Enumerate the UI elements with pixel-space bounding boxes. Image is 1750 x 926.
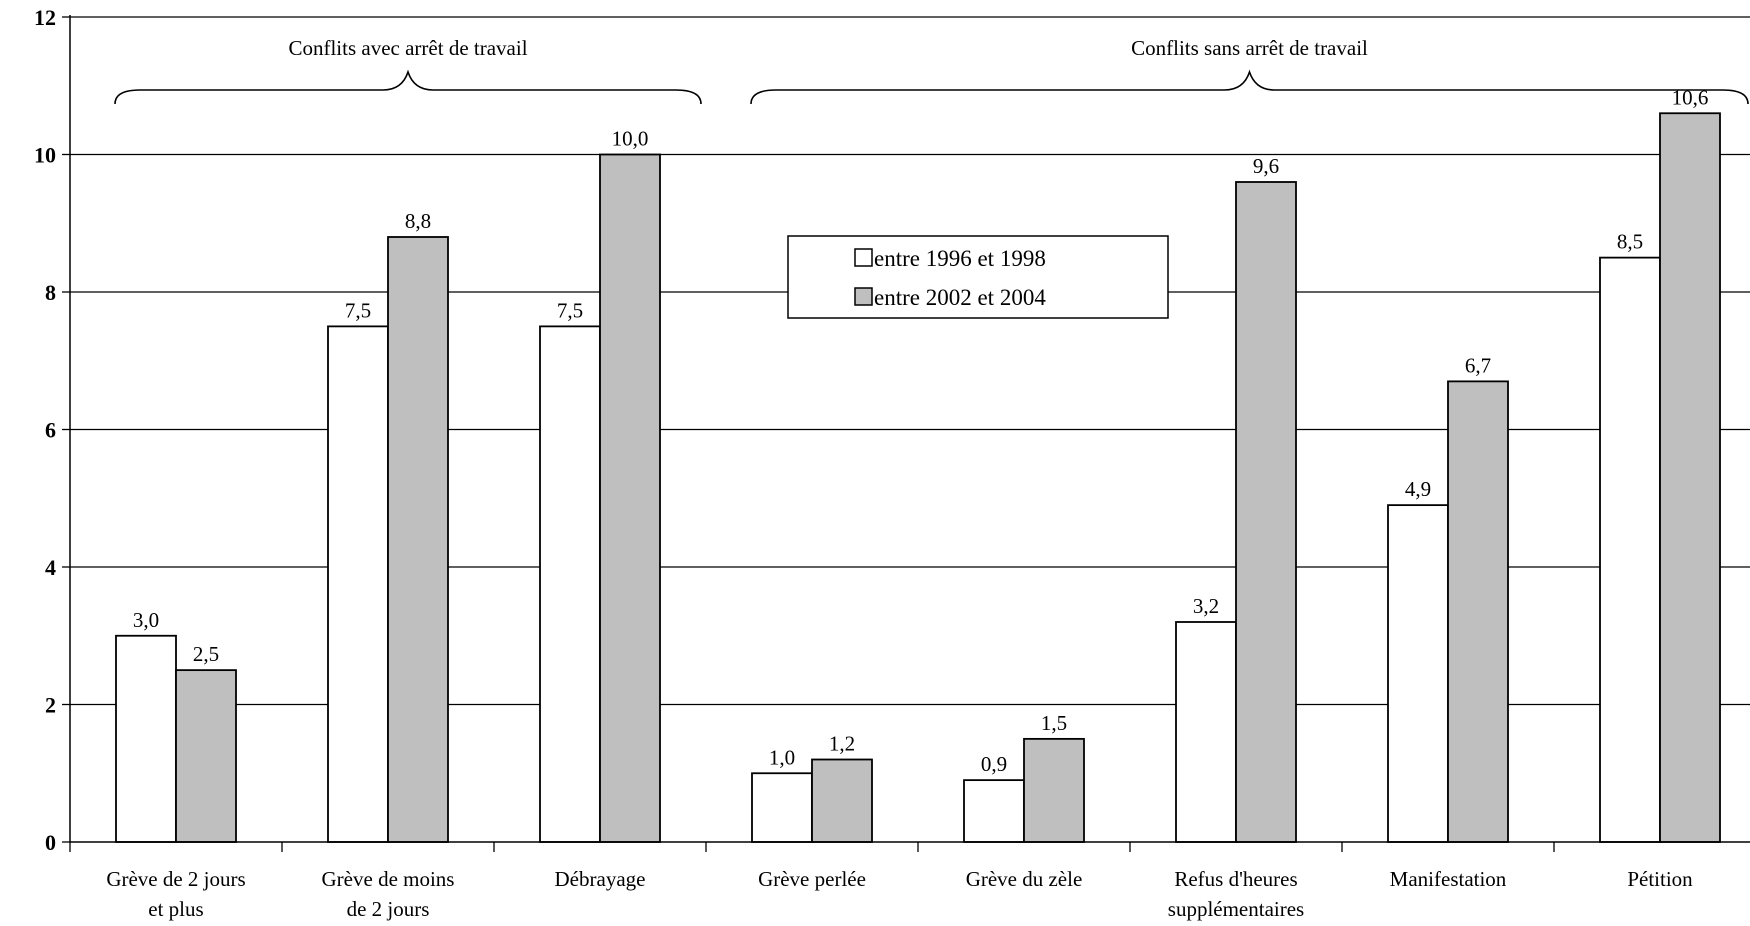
group-brace [114, 69, 702, 105]
category-label: supplémentaires [1168, 897, 1304, 921]
bar-series-0-cat-2 [539, 325, 601, 843]
y-tick-label: 6 [45, 418, 56, 443]
category-label: de 2 jours [347, 897, 430, 921]
value-label: 9,6 [1253, 154, 1279, 178]
value-label: 6,7 [1465, 353, 1491, 377]
category-label: Manifestation [1390, 867, 1507, 891]
bar-series-1-cat-6 [1447, 380, 1509, 843]
group-label: Conflits avec arrêt de travail [288, 36, 527, 60]
bar-series-0-cat-3 [751, 772, 813, 843]
y-tick-labels: 0 2 4 6 8 10 12 [34, 5, 56, 855]
value-label: 7,5 [345, 298, 371, 322]
legend-box [787, 235, 1169, 319]
bar-series-0-cat-7 [1599, 256, 1661, 843]
group-brace [750, 69, 1749, 105]
value-label: 2,5 [193, 642, 219, 666]
value-label: 1,0 [769, 745, 795, 769]
value-label: 1,5 [1041, 711, 1067, 735]
bar-series-1-cat-1 [387, 236, 449, 843]
legend-swatch-series-1 [854, 287, 873, 306]
value-label: 10,0 [612, 127, 649, 151]
bar-series-0-cat-6 [1387, 504, 1449, 843]
legend-swatch-series-0 [854, 248, 873, 267]
bars [115, 112, 1721, 843]
category-label: Grève perlée [758, 867, 866, 891]
value-label: 4,9 [1405, 477, 1431, 501]
category-label: Pétition [1627, 867, 1693, 891]
legend-label-series-0: entre 1996 et 1998 [874, 246, 1046, 271]
legend-label-series-1: entre 2002 et 2004 [874, 285, 1046, 310]
value-label: 7,5 [557, 298, 583, 322]
category-label: Grève de moins [322, 867, 455, 891]
legend: entre 1996 et 1998 entre 2002 et 2004 [787, 235, 1169, 319]
bar-series-0-cat-0 [115, 634, 177, 843]
category-label: et plus [148, 897, 203, 921]
category-label: Débrayage [555, 867, 646, 891]
bar-series-0-cat-5 [1175, 621, 1237, 843]
category-label: Grève du zèle [966, 867, 1083, 891]
category-label: Refus d'heures [1174, 867, 1297, 891]
value-label: 3,0 [133, 608, 159, 632]
value-label: 10,6 [1672, 85, 1709, 109]
bar-series-0-cat-1 [327, 325, 389, 843]
group-braces: Conflits avec arrêt de travail Conflits s… [114, 36, 1749, 105]
value-label: 8,5 [1617, 230, 1643, 254]
bar-series-1-cat-4 [1023, 737, 1085, 843]
axes [62, 15, 1750, 852]
group-label: Conflits sans arrêt de travail [1131, 36, 1368, 60]
category-label: Grève de 2 jours [106, 867, 245, 891]
y-tick-label: 8 [45, 280, 56, 305]
y-tick-label: 4 [45, 555, 56, 580]
value-label: 0,9 [981, 752, 1007, 776]
y-tick-label: 0 [45, 830, 56, 855]
value-label: 3,2 [1193, 594, 1219, 618]
bar-series-0-cat-4 [963, 779, 1025, 843]
category-labels: Grève de 2 jours et plus Grève de moins de … [106, 867, 1693, 921]
y-tick-label: 10 [34, 143, 56, 168]
value-label: 8,8 [405, 209, 431, 233]
bar-series-1-cat-3 [811, 758, 873, 843]
bar-series-1-cat-7 [1659, 112, 1721, 843]
bar-series-1-cat-0 [175, 669, 237, 843]
value-label: 1,2 [829, 732, 855, 756]
y-tick-label: 12 [34, 5, 56, 30]
y-tick-label: 2 [45, 693, 56, 718]
bar-series-1-cat-5 [1235, 181, 1297, 843]
bar-series-1-cat-2 [599, 153, 661, 843]
